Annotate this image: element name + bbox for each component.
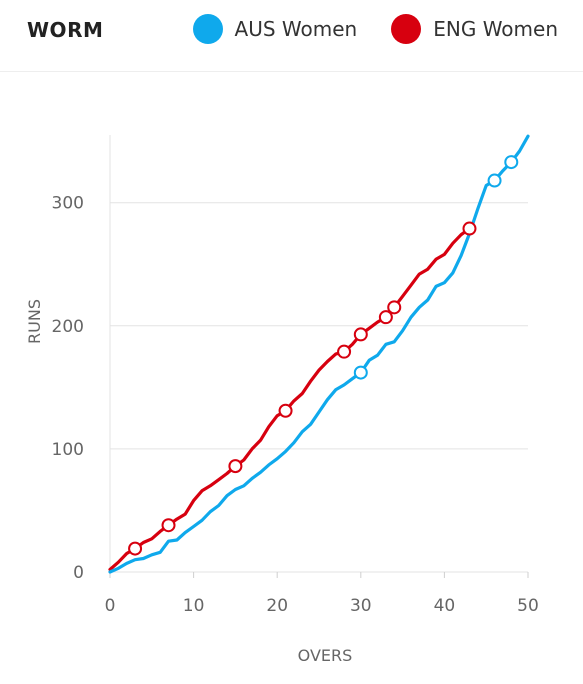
worm-chart-svg: 0 100 200 300 0 10 20 30 40 50 OVERS RUNS: [25, 134, 539, 665]
y-axis-title: RUNS: [25, 299, 44, 344]
x-tick-label-40: 40: [434, 596, 456, 616]
legend-label-aus: AUS Women: [234, 17, 358, 41]
wicket-marker-eng-women-8: [387, 300, 402, 315]
chart-area: 0 100 200 300 0 10 20 30 40 50 OVERS RUNS: [0, 72, 583, 680]
y-tick-label-200: 200: [52, 317, 84, 337]
wicket-marker-aus-women-2: [487, 173, 502, 188]
legend-item-eng[interactable]: ENG Women: [391, 14, 558, 44]
y-tick-label-100: 100: [52, 440, 84, 460]
x-tick-label-0: 0: [105, 596, 116, 616]
legend: AUS Women ENG Women: [159, 14, 558, 44]
wicket-marker-eng-women-2: [161, 518, 176, 533]
series-line-aus-women: [108, 134, 530, 574]
x-tick-label-10: 10: [183, 596, 205, 616]
wicket-marker-aus-women-1: [353, 365, 368, 380]
wicket-marker-aus-women-3: [504, 155, 519, 170]
wicket-marker-eng-women-6: [353, 327, 368, 342]
wicket-marker-eng-women-9: [462, 221, 477, 236]
y-tick-label-300: 300: [52, 194, 84, 214]
legend-label-eng: ENG Women: [433, 17, 558, 41]
series-line-eng-women: [108, 227, 472, 572]
wicket-marker-eng-women-5: [337, 344, 352, 359]
legend-item-aus[interactable]: AUS Women: [192, 14, 358, 44]
wicket-marker-eng-women-1: [128, 541, 143, 556]
x-axis-title: OVERS: [298, 646, 353, 665]
chart-title: WORM: [27, 18, 104, 42]
wicket-marker-eng-women-7: [378, 310, 393, 325]
legend-swatch-aus: [192, 14, 223, 44]
x-tick-label-50: 50: [517, 596, 539, 616]
x-tick-label-20: 20: [266, 596, 288, 616]
x-tick-label-30: 30: [350, 596, 372, 616]
y-tick-label-0: 0: [73, 563, 84, 583]
legend-swatch-eng: [391, 14, 422, 44]
chart-header: WORM AUS Women ENG Women: [0, 0, 583, 72]
wicket-marker-eng-women-3: [228, 459, 243, 474]
wicket-marker-eng-women-4: [278, 403, 293, 418]
